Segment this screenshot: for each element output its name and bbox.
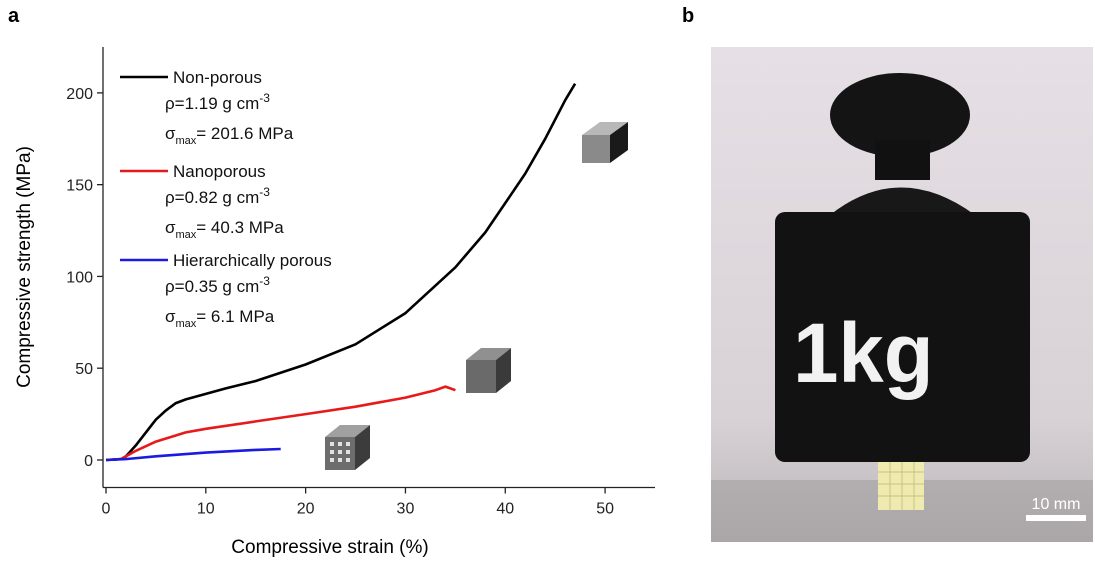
y-tick-label: 0 [84, 453, 93, 470]
cube-icon [325, 425, 370, 470]
x-tick-label: 40 [496, 501, 514, 518]
legend-strength: σmax= 40.3 MPa [165, 218, 284, 241]
strength-symbol: σ [165, 124, 176, 143]
legend-label: Hierarchically porous [173, 251, 332, 270]
legend-density: ρ=0.35 g cm-3 [165, 274, 270, 296]
legend-strength: σmax= 6.1 MPa [165, 307, 275, 330]
series-line [106, 387, 455, 460]
chart: Compressive strain (%) Compressive stren… [14, 47, 655, 558]
strength-sub: max [176, 229, 197, 241]
strength-text: = 201.6 MPa [196, 124, 293, 143]
photo: 1kg 10 mm [711, 47, 1093, 542]
strength-sub: max [176, 318, 197, 330]
strength-text: = 6.1 MPa [196, 307, 275, 326]
strength-sub: max [176, 135, 197, 147]
cube-icon [466, 348, 511, 393]
legend-density: ρ=1.19 g cm-3 [165, 91, 270, 113]
scale-bar-label: 10 mm [1032, 496, 1081, 513]
x-axis-title: Compressive strain (%) [231, 537, 428, 558]
panel-label: a [8, 5, 20, 27]
density-text: ρ=0.35 g cm [165, 277, 259, 296]
density-text: ρ=1.19 g cm [165, 94, 259, 113]
strength-text: = 40.3 MPa [196, 218, 284, 237]
figure: a b Compressive strain (%) Compressive s… [0, 0, 1095, 560]
legend-label: Nanoporous [173, 162, 266, 181]
x-tick-label: 30 [397, 501, 415, 518]
x-tick-label: 50 [596, 501, 614, 518]
legend-strength: σmax= 201.6 MPa [165, 124, 294, 147]
y-axis-title: Compressive strength (MPa) [14, 146, 35, 388]
legend-density: ρ=0.82 g cm-3 [165, 185, 270, 207]
density-sup: -3 [259, 91, 270, 105]
y-tick-label: 50 [75, 361, 93, 378]
legend-label: Non-porous [173, 68, 262, 87]
density-sup: -3 [259, 274, 270, 288]
x-tick-label: 10 [197, 501, 215, 518]
density-text: ρ=0.82 g cm [165, 188, 259, 207]
x-tick-label: 20 [297, 501, 315, 518]
strength-symbol: σ [165, 307, 176, 326]
density-sup: -3 [259, 185, 270, 199]
y-tick-label: 150 [66, 178, 93, 195]
weight-label: 1kg [793, 306, 933, 400]
x-tick-label: 0 [102, 501, 111, 518]
y-tick-label: 200 [66, 86, 93, 103]
panel-label: b [682, 5, 694, 27]
strength-symbol: σ [165, 218, 176, 237]
y-tick-label: 100 [66, 269, 93, 286]
cube-icon [582, 122, 628, 163]
